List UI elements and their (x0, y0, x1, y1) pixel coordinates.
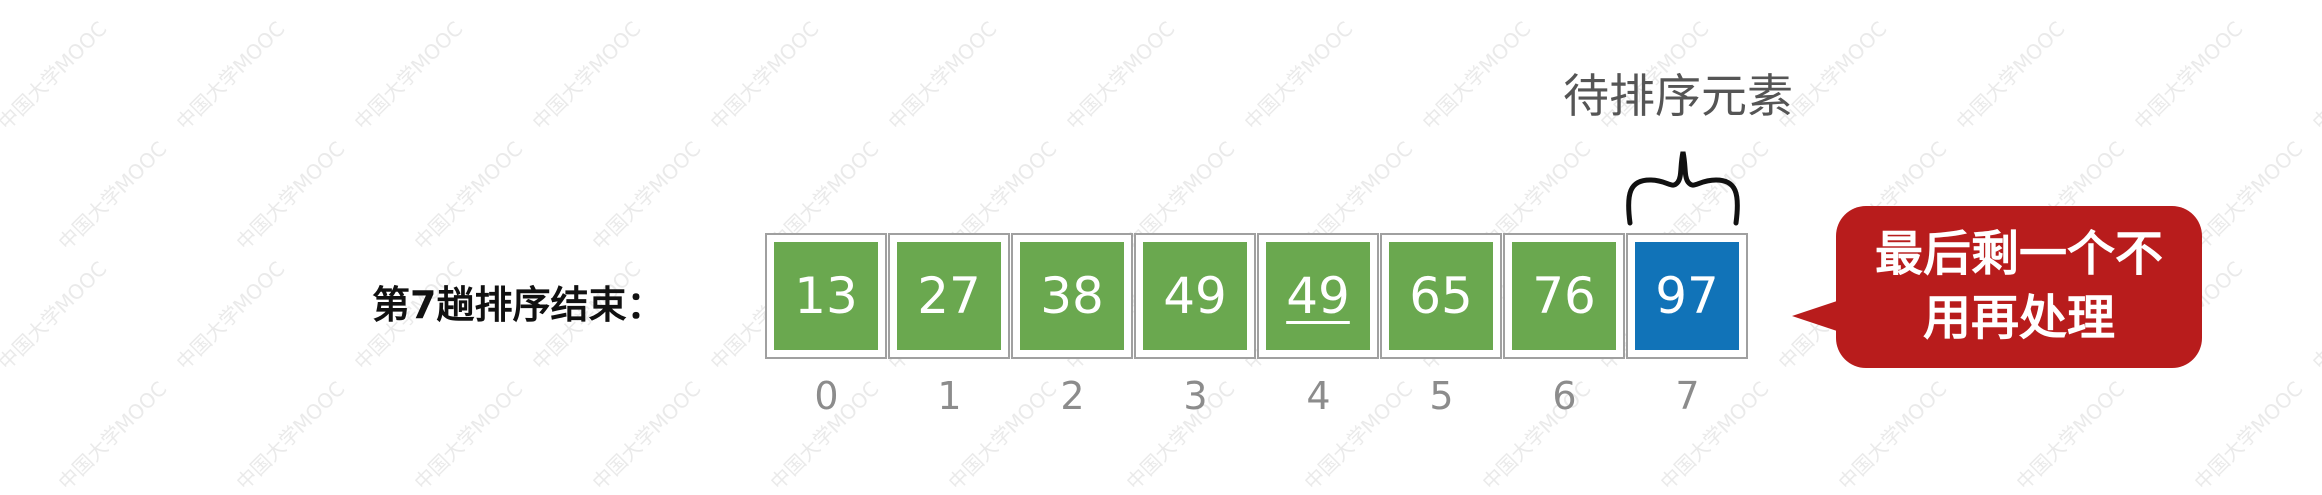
watermark-text: 中国大学MOOC (705, 16, 824, 135)
array-cell-fill: 49 (1266, 242, 1370, 350)
watermark-text: 中国大学MOOC (0, 256, 112, 375)
watermark-text: 中国大学MOOC (1417, 16, 1536, 135)
array-cell-value: 38 (1040, 267, 1104, 325)
watermark-text: 中国大学MOOC (883, 16, 1002, 135)
array-cell: 49 (1257, 233, 1379, 359)
array-index: 7 (1675, 374, 1700, 418)
array-indices: 0 1 2 3 4 5 6 7 (765, 374, 1749, 418)
array-index: 5 (1429, 374, 1454, 418)
watermark-text: 中国大学MOOC (2307, 256, 2322, 375)
watermark-text: 中国大学MOOC (231, 376, 350, 495)
array-cell: 97 (1626, 233, 1748, 359)
watermark-text: 中国大学MOOC (0, 16, 112, 135)
array-cell-fill: 97 (1635, 242, 1739, 350)
callout-line-1: 最后剩一个不 (1874, 226, 2163, 282)
array-index: 4 (1306, 374, 1331, 418)
array-cell-fill: 76 (1512, 242, 1616, 350)
watermark-text: 中国大学MOOC (587, 376, 706, 495)
watermark-text: 中国大学MOOC (2307, 16, 2322, 135)
array-cell-fill: 13 (774, 242, 878, 350)
callout-bubble: 最后剩一个不 用再处理 (1836, 206, 2202, 368)
array-cell: 49 (1134, 233, 1256, 359)
callout-line-2: 用再处理 (1922, 290, 2115, 346)
array-cell: 38 (1011, 233, 1133, 359)
array-index: 6 (1552, 374, 1577, 418)
array-cell-fill: 27 (897, 242, 1001, 350)
array-index: 3 (1183, 374, 1208, 418)
watermark-text: 中国大学MOOC (1239, 16, 1358, 135)
pending-elements-label: 待排序元素 (1563, 69, 1793, 123)
array-index: 2 (1060, 374, 1085, 418)
watermark-text: 中国大学MOOC (1951, 16, 2070, 135)
watermark-text: 中国大学MOOC (409, 376, 528, 495)
pass-label: 第7趟排序结束： (372, 283, 665, 327)
watermark-text: 中国大学MOOC (171, 256, 290, 375)
callout-pointer (1792, 300, 1840, 332)
array-cell-value: 13 (794, 267, 858, 325)
array-index: 1 (937, 374, 962, 418)
array-cell: 76 (1503, 233, 1625, 359)
watermark-text: 中国大学MOOC (2189, 136, 2308, 255)
array-cell-value: 97 (1655, 267, 1719, 325)
array-cell-value: 65 (1409, 267, 1473, 325)
watermark-text: 中国大学MOOC (409, 136, 528, 255)
watermark-text: 中国大学MOOC (53, 376, 172, 495)
watermark-text: 中国大学MOOC (349, 16, 468, 135)
array-index: 0 (814, 374, 839, 418)
array-cell-value: 76 (1532, 267, 1596, 325)
watermark-text: 中国大学MOOC (1061, 16, 1180, 135)
watermark-text: 中国大学MOOC (527, 16, 646, 135)
watermark-text: 中国大学MOOC (171, 16, 290, 135)
array-cell-value: 49 (1286, 267, 1350, 325)
watermark-text: 中国大学MOOC (2129, 16, 2248, 135)
array-cells: 13 27 38 49 49 65 76 97 (765, 233, 1749, 359)
watermark-text: 中国大学MOOC (587, 136, 706, 255)
array-cell-value: 27 (917, 267, 981, 325)
array-cell-value: 49 (1163, 267, 1227, 325)
curly-brace (1626, 151, 1740, 226)
array-cell-fill: 65 (1389, 242, 1493, 350)
watermark-text: 中国大学MOOC (1833, 376, 1952, 495)
array-cell-fill: 38 (1020, 242, 1124, 350)
array-cell: 13 (765, 233, 887, 359)
array-cell: 65 (1380, 233, 1502, 359)
array-cell-fill: 49 (1143, 242, 1247, 350)
watermark-text: 中国大学MOOC (231, 136, 350, 255)
watermark-text: 中国大学MOOC (2011, 376, 2130, 495)
watermark-text: 中国大学MOOC (53, 136, 172, 255)
array-cell: 27 (888, 233, 1010, 359)
watermark-text: 中国大学MOOC (2189, 376, 2308, 495)
